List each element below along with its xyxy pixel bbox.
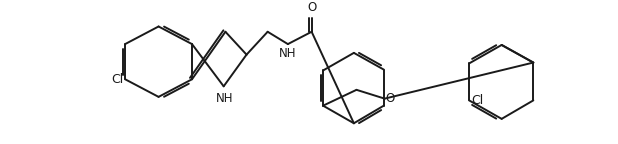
Text: O: O [307,1,316,14]
Text: NH: NH [279,47,297,60]
Text: NH: NH [216,92,234,105]
Text: Cl: Cl [471,94,483,107]
Text: O: O [385,92,394,105]
Text: Cl: Cl [111,73,124,86]
